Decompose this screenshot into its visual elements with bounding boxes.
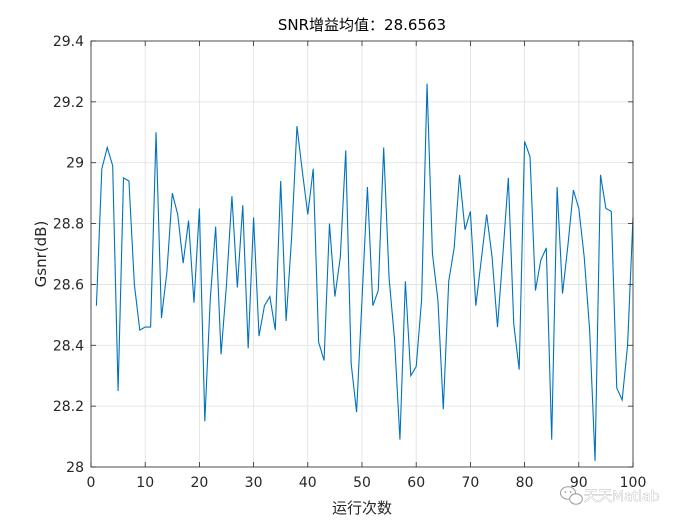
x-tick-label: 80 (516, 475, 534, 491)
x-tick-label: 60 (407, 475, 425, 491)
y-tick-label: 28 (66, 460, 84, 476)
x-tick-label: 100 (620, 475, 647, 491)
chart-title: SNR增益均值：28.6563 (278, 16, 446, 34)
y-tick-label: 29.4 (53, 34, 84, 50)
x-tick-label: 50 (353, 475, 371, 491)
x-tick-label: 10 (136, 475, 154, 491)
x-tick-label: 20 (190, 475, 208, 491)
y-tick-label: 28.2 (53, 399, 84, 415)
y-tick-label: 29 (66, 156, 84, 172)
x-tick-labels: 0 10 20 30 40 50 60 70 80 90 100 (87, 475, 647, 491)
x-tick-label: 40 (299, 475, 317, 491)
x-axis-label: 运行次数 (332, 499, 392, 517)
watermark-text: 天天Matlab (584, 489, 660, 505)
tick-marks (90, 40, 634, 468)
y-tick-labels: 28 28.2 28.4 28.6 28.8 29 29.2 29.4 (53, 34, 84, 476)
y-tick-label: 28.6 (53, 277, 84, 293)
x-tick-label: 70 (461, 475, 479, 491)
x-tick-label: 0 (87, 475, 96, 491)
y-axis-label: Gsnr(dB) (32, 221, 50, 288)
wechat-icon (560, 486, 583, 505)
y-tick-label: 28.8 (53, 217, 84, 233)
y-tick-label: 28.4 (53, 338, 84, 354)
x-tick-label: 30 (245, 475, 263, 491)
y-tick-label: 29.2 (53, 95, 84, 111)
watermark: 天天Matlab (560, 486, 660, 505)
x-tick-label: 90 (570, 475, 588, 491)
series-line (95, 83, 634, 461)
